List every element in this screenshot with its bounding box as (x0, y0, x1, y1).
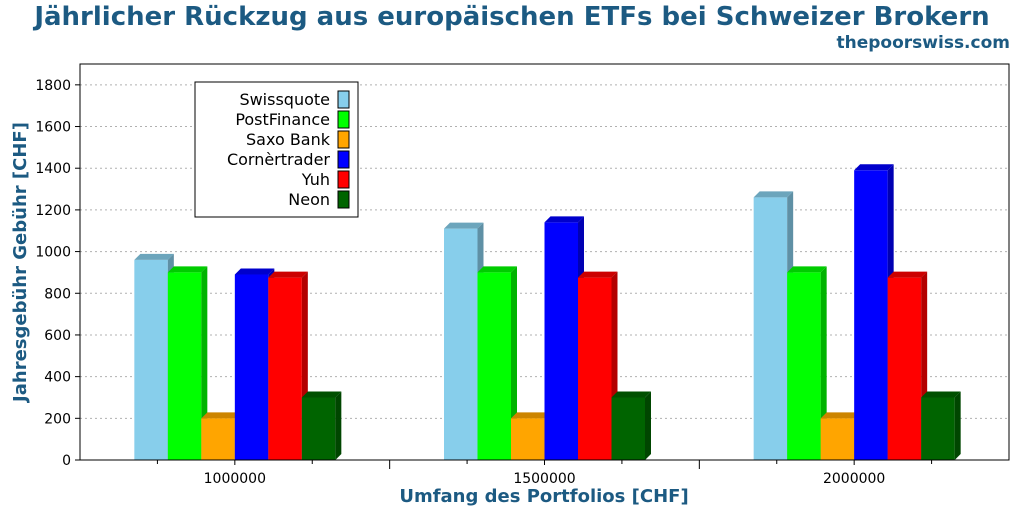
y-tick-label: 400 (44, 370, 71, 386)
bar-yuh-1000000 (268, 271, 308, 460)
bar-side (820, 266, 827, 460)
bar-face (578, 277, 612, 460)
bars (134, 164, 961, 461)
bar-top (477, 266, 517, 273)
bar-neon-1000000 (301, 391, 342, 460)
bar-top (854, 164, 894, 171)
x-tick-label: 2000000 (823, 471, 885, 487)
bar-face (921, 397, 955, 460)
bar-side (201, 266, 208, 460)
bar-top (753, 191, 794, 198)
bar-face (887, 277, 922, 460)
legend-label: Yuh (301, 170, 330, 189)
bar-top (578, 271, 618, 278)
bar-swissquote-2000000 (753, 191, 794, 461)
bar-face (444, 228, 478, 460)
bar-postfinance-1500000 (477, 266, 517, 460)
legend-swatch (337, 170, 350, 189)
bar-face (201, 418, 235, 460)
bar-top (134, 253, 174, 260)
legend-swatch (337, 150, 350, 169)
bar-top (167, 266, 208, 273)
legend-swatch (337, 190, 350, 209)
y-tick-label: 1000 (35, 245, 71, 261)
bar-top (544, 216, 584, 223)
bar-top (444, 222, 484, 229)
bar-top (611, 391, 651, 398)
bar-side (954, 391, 961, 460)
bar-top (234, 268, 275, 275)
legend-label: PostFinance (235, 110, 330, 129)
axes: 0 200 400 600 800 1000 1200 1400 1600 1800 1000000… (35, 63, 1010, 487)
bar-top (921, 391, 961, 398)
bar-postfinance-1000000 (167, 266, 208, 460)
y-tick-label: 200 (44, 411, 71, 427)
bar-face (854, 170, 888, 460)
y-tick-label: 1600 (35, 120, 71, 136)
bar-top (301, 391, 342, 398)
bar-top (268, 271, 308, 278)
bar-face (753, 197, 788, 461)
bar-face (544, 222, 578, 460)
bar-postfinance-2000000 (787, 266, 827, 460)
bar-face (511, 418, 545, 460)
bar-yuh-1500000 (578, 271, 618, 460)
legend-label: Swissquote (239, 90, 330, 109)
bar-face (611, 397, 645, 460)
chart-subtitle: thepoorswiss.com (836, 33, 1011, 53)
bar-face (167, 272, 202, 460)
bar-neon-1500000 (611, 391, 651, 460)
legend-box (194, 81, 359, 218)
bar-face (477, 272, 511, 460)
legend-swatch (337, 110, 350, 129)
y-tick-label: 800 (44, 286, 71, 302)
y-tick-label: 1200 (35, 203, 71, 219)
bar-side (645, 391, 651, 460)
bar-face (820, 418, 855, 460)
bar-top (787, 266, 827, 273)
bar-top (820, 412, 861, 419)
bar-top (887, 271, 928, 278)
bar-top (511, 412, 551, 419)
legend-swatch (337, 130, 350, 149)
x-tick-label: 1000000 (204, 471, 266, 487)
legend-label: Neon (288, 190, 330, 209)
bar-face (268, 277, 302, 460)
bar-face (787, 272, 821, 460)
y-tick-label: 0 (62, 453, 71, 469)
bar-face (134, 259, 168, 460)
bar-face (234, 274, 269, 460)
x-tick-label: 1500000 (513, 471, 575, 487)
legend-label: Saxo Bank (246, 130, 331, 149)
legend-label: Cornèrtrader (227, 150, 330, 169)
legend-swatch (337, 90, 350, 109)
bar-neon-2000000 (921, 391, 961, 460)
y-tick-label: 1800 (35, 78, 71, 94)
bar-side (511, 266, 517, 460)
y-axis-label: Jahresgebühr Gebühr [CHF] (10, 122, 31, 404)
bar-face (301, 397, 336, 460)
x-axis-label: Umfang des Portfolios [CHF] (399, 486, 688, 507)
bar-top (201, 412, 241, 419)
y-tick-label: 600 (44, 328, 71, 344)
bar-side (335, 391, 342, 460)
chart-title: Jährlicher Rückzug aus europäischen ETFs… (34, 2, 990, 32)
y-tick-label: 1400 (35, 161, 71, 177)
